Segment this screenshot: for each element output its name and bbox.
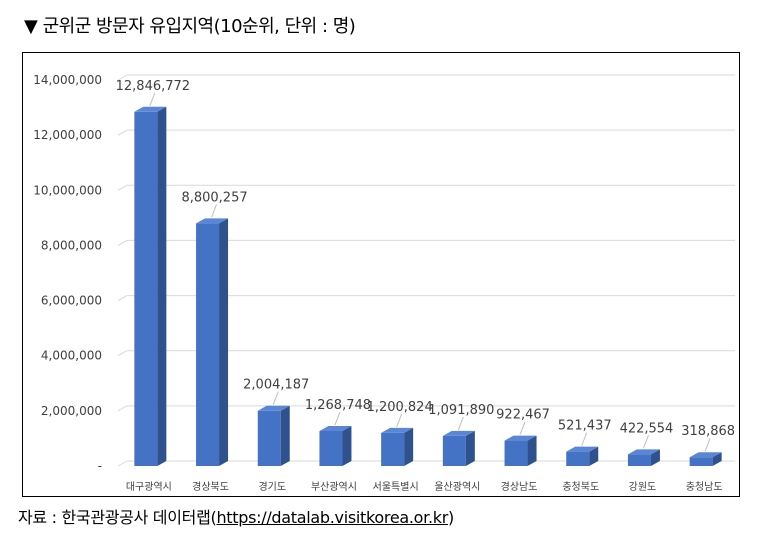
bar-side [465, 430, 475, 466]
bar [196, 223, 220, 466]
source-link[interactable]: https://datalab.visitkorea.or.kr [216, 508, 448, 527]
y-tick-label: - [98, 459, 102, 473]
x-axis: 대구광역시 경상북도 경기도 부산광역시 서울특별시 울산광역시 경상남도 충청북도 강원도 충청… [126, 480, 723, 493]
bar-side [589, 446, 599, 466]
bars [134, 106, 722, 466]
bar-top [134, 106, 167, 112]
bar-top [566, 446, 599, 452]
y-tick-label: 14,000,000 [33, 73, 102, 87]
leader-line [581, 432, 588, 446]
bar [257, 410, 281, 466]
x-tick-label: 경상북도 [192, 480, 229, 493]
x-tick-label: 충청북도 [562, 481, 599, 493]
y-tick-label: 12,000,000 [33, 128, 102, 142]
x-tick-label: 울산광역시 [434, 481, 480, 493]
bar-side [157, 106, 167, 466]
gridline-side [117, 184, 128, 191]
leader-line [334, 411, 341, 426]
data-label: 422,554 [620, 421, 674, 436]
bar [566, 451, 590, 466]
x-tick-label: 경기도 [258, 480, 286, 493]
bar [134, 111, 158, 466]
gridline-side [117, 74, 128, 81]
bar-side [404, 427, 414, 466]
bar-top [257, 405, 290, 411]
data-label: 318,868 [681, 424, 735, 439]
bar-top [504, 435, 537, 441]
data-label: 521,437 [558, 419, 612, 434]
y-tick-label: 2,000,000 [41, 404, 102, 418]
bar [504, 440, 528, 466]
bar-top [196, 218, 229, 224]
data-label: 8,800,257 [181, 190, 247, 205]
data-label: 922,467 [496, 408, 550, 423]
gridline-side [117, 460, 128, 467]
gridline-side [117, 295, 128, 302]
source-note: 자료 : 한국관광공사 데이터랩(https://datalab.visitko… [18, 506, 454, 530]
bar-top [689, 452, 722, 458]
data-labels: 12,846,772 8,800,257 2,004,187 1,268,7481,2… [116, 79, 735, 439]
bar-top [442, 430, 475, 436]
leader-line [704, 438, 711, 452]
leader-line [211, 204, 218, 218]
bar [381, 432, 405, 466]
y-axis: - 2,000,000 4,000,000 6,000,000 8,000,000 10,… [33, 73, 102, 473]
gridline-side [117, 350, 128, 357]
leader-line [519, 421, 526, 435]
data-label: 2,004,187 [243, 378, 309, 393]
y-tick-label: 4,000,000 [41, 349, 102, 363]
source-paren-close: ) [447, 508, 454, 527]
gridline-side [117, 405, 128, 412]
bar [627, 454, 651, 466]
leader-lines [149, 92, 711, 452]
bar-top [319, 426, 352, 432]
x-tick-label: 강원도 [629, 481, 657, 493]
bar [319, 431, 343, 466]
leader-line [149, 92, 156, 106]
y-tick-label: 6,000,000 [41, 294, 102, 308]
leader-line [396, 413, 403, 428]
leader-line [457, 416, 464, 431]
source-prefix: 자료 : 한국관광공사 데이터랩 [18, 508, 211, 527]
x-tick-label: 서울특별시 [373, 481, 419, 493]
triangle-down-icon: ▼ [24, 16, 38, 37]
x-tick-label: 충청남도 [686, 481, 723, 493]
bar-chart: - 2,000,000 4,000,000 6,000,000 8,000,000 10,… [33, 73, 735, 493]
leader-line [272, 391, 279, 405]
source-paren-open: ( [210, 508, 217, 527]
chart-heading: ▼ 군위군 방문자 유입지역(10순위, 단위 : 명) [24, 14, 356, 40]
bar-top [627, 449, 660, 455]
bar-side [342, 426, 352, 466]
x-tick-label: 경상남도 [501, 480, 538, 493]
data-label: 1,200,824 [367, 400, 433, 415]
bar-side [712, 452, 722, 466]
bar [689, 457, 713, 466]
bar [442, 435, 466, 466]
leader-line [642, 435, 649, 449]
gridline-side [117, 239, 128, 246]
data-label: 12,846,772 [116, 79, 190, 94]
x-tick-label: 대구광역시 [126, 481, 172, 493]
chart-heading-text: 군위군 방문자 유입지역(10순위, 단위 : 명) [42, 16, 356, 37]
bar-side [280, 405, 290, 466]
y-tick-label: 10,000,000 [33, 183, 102, 197]
bar-side [219, 218, 229, 466]
chart-frame [22, 52, 740, 497]
bar-top [381, 427, 414, 433]
y-tick-label: 8,000,000 [41, 238, 102, 252]
x-tick-label: 부산광역시 [311, 481, 357, 493]
data-label: 1,091,890 [428, 403, 494, 418]
bar-side [650, 449, 660, 466]
bar-side [527, 435, 537, 466]
gridline-side [117, 129, 128, 136]
data-label: 1,268,748 [305, 398, 371, 413]
